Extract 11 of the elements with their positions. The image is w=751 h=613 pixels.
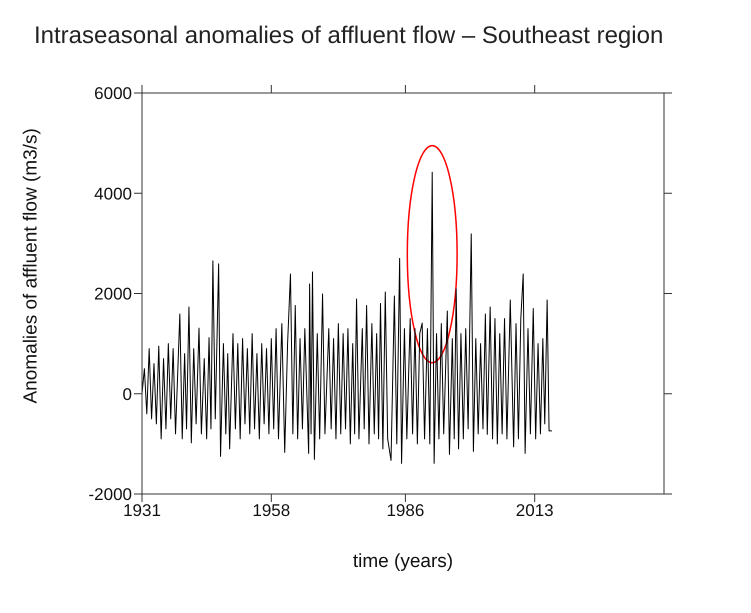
- x-tick-label: 1986: [386, 501, 424, 520]
- x-tick-label: 1958: [252, 501, 290, 520]
- line-series: [142, 172, 552, 464]
- y-tick-label: 0: [122, 384, 132, 404]
- x-tick-label: 2013: [516, 501, 554, 520]
- y-axis-title: Anomalies of affluent flow (m3/s): [20, 128, 42, 404]
- x-axis-title: time (years): [352, 551, 454, 572]
- chart-title: Intraseasonal anomalies of affluent flow – Southeast region: [34, 22, 664, 50]
- y-tick-label: 2000: [94, 284, 132, 304]
- y-tick-label: 6000: [94, 84, 132, 104]
- y-tick-label: 4000: [94, 184, 132, 204]
